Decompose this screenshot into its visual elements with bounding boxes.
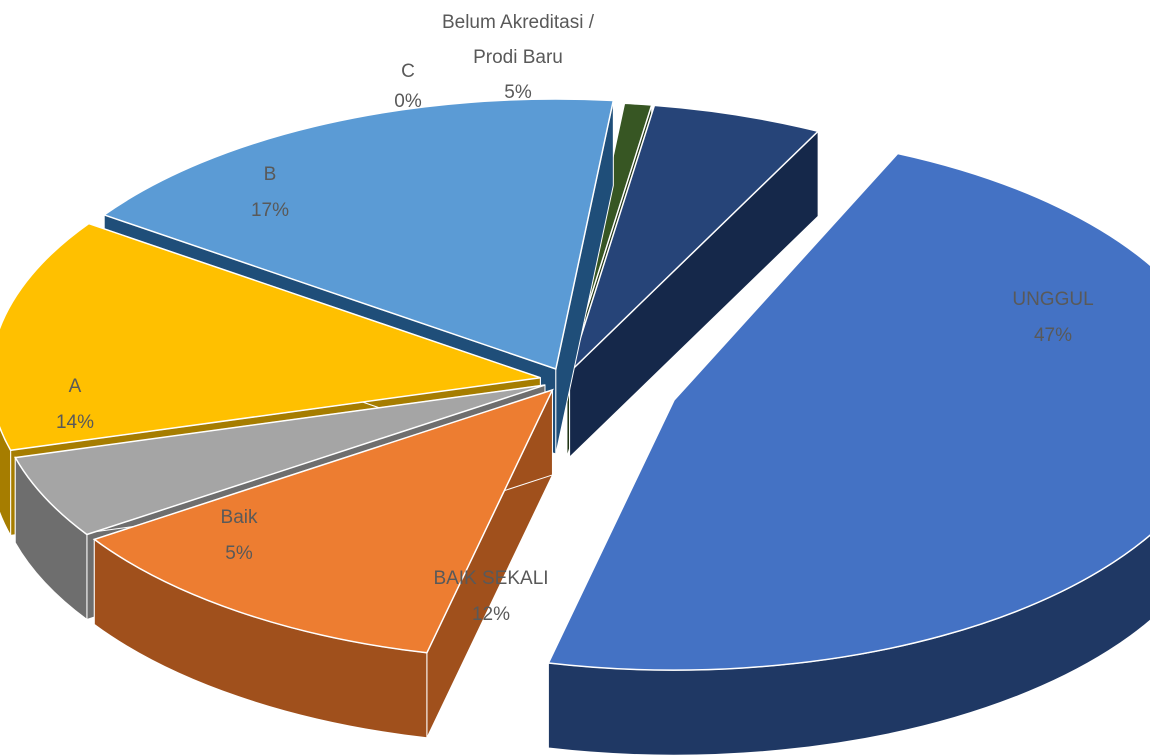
slice-value-unggul: 47% <box>1034 325 1072 346</box>
slice-top <box>547 152 1150 671</box>
pie-labels: UNGGUL 47% BAIK SEKALI 12% Baik 5% A 14%… <box>56 12 1094 625</box>
slice-top <box>92 388 554 654</box>
pie-slice-unggul <box>547 152 1150 756</box>
pie-slice-baik-sekali <box>92 388 554 739</box>
slice-label-c: C <box>401 61 415 82</box>
slice-value-baik: 5% <box>225 543 253 564</box>
slice-value-c: 0% <box>394 91 422 112</box>
slice-top <box>0 222 541 452</box>
pie-slices <box>0 98 1150 756</box>
slice-value-belum-akreditasi: 5% <box>504 82 532 103</box>
pie-slice-belum-akreditasi-prodi-baru <box>568 104 820 459</box>
slice-top <box>102 98 615 370</box>
slice-label-baik-sekali: BAIK SEKALI <box>433 568 548 589</box>
slice-rim <box>0 426 12 538</box>
slice-label-belum-akreditasi-line1: Belum Akreditasi / <box>442 12 595 33</box>
slice-value-baik-sekali: 12% <box>472 604 510 625</box>
slice-top <box>568 104 820 373</box>
slice-label-belum-akreditasi-line2: Prodi Baru <box>473 47 563 68</box>
slice-top <box>14 384 546 536</box>
slice-label-b: B <box>264 164 277 185</box>
slice-label-a: A <box>69 376 82 397</box>
slice-label-unggul: UNGGUL <box>1012 289 1093 310</box>
slice-value-b: 17% <box>251 200 289 221</box>
slice-value-a: 14% <box>56 412 94 433</box>
slice-label-baik: Baik <box>221 507 258 528</box>
